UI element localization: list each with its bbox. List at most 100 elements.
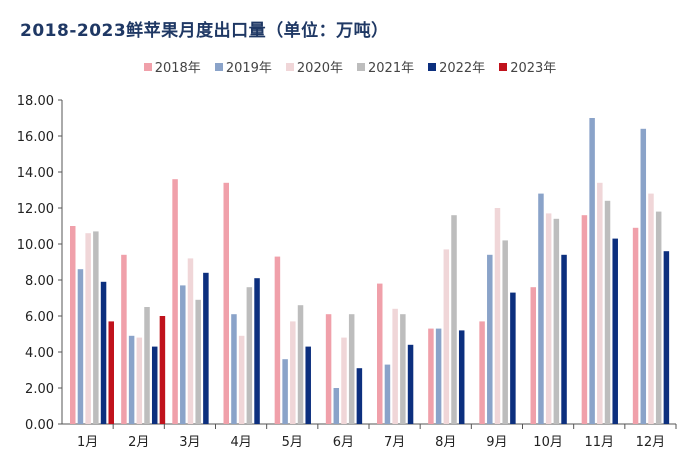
- bar: [407, 344, 414, 424]
- bar: [238, 335, 245, 424]
- bar: [172, 179, 178, 424]
- bar: [648, 193, 654, 424]
- bar: [77, 269, 84, 424]
- bar: [458, 330, 465, 424]
- y-tick-label: 6.00: [25, 310, 54, 325]
- y-tick-label: 4.00: [25, 346, 54, 361]
- legend-item: 2023年: [499, 57, 556, 76]
- bar: [597, 182, 603, 424]
- legend-item: 2018年: [143, 57, 201, 76]
- y-tick-label: 2.00: [25, 382, 54, 397]
- bar: [187, 258, 194, 424]
- bar: [151, 346, 158, 424]
- bar: [100, 281, 107, 424]
- y-tick-label: 12.00: [17, 202, 54, 217]
- y-tick-label: 8.00: [25, 274, 54, 289]
- bar: [333, 388, 340, 424]
- y-tick-label: 18.00: [17, 94, 54, 109]
- bar: [195, 299, 201, 424]
- legend-swatch: [285, 62, 294, 71]
- x-tick-label: 4月: [230, 435, 251, 450]
- bar: [435, 328, 442, 424]
- legend-swatch: [357, 62, 365, 71]
- bar: [553, 218, 560, 424]
- x-tick-label: 10月: [533, 435, 563, 450]
- bar: [538, 193, 544, 424]
- bar: [297, 305, 304, 424]
- bar: [604, 200, 611, 424]
- bar: [612, 238, 618, 424]
- bar: [348, 314, 355, 424]
- legend-label: 2023年: [510, 61, 557, 76]
- bar: [223, 182, 229, 424]
- bar: [159, 316, 166, 424]
- bar: [443, 249, 450, 424]
- bar: [545, 213, 552, 424]
- bar: [479, 321, 485, 424]
- x-tick-label: 8月: [435, 435, 456, 450]
- legend-item: 2020年: [285, 57, 343, 76]
- bar: [108, 321, 114, 424]
- chart-title: 2018-2023鲜苹果月度出口量（单位：万吨）: [20, 21, 389, 41]
- bar: [180, 285, 186, 424]
- bar: [356, 368, 363, 424]
- bar: [451, 215, 457, 424]
- bar: [144, 307, 150, 424]
- bar: [246, 287, 253, 424]
- bar: [254, 278, 260, 424]
- legend-label: 2020年: [296, 61, 343, 76]
- bar: [384, 364, 391, 424]
- bar: [392, 308, 398, 424]
- bar: [530, 287, 536, 424]
- x-tick-label: 9月: [486, 435, 507, 450]
- legend-swatch: [214, 62, 223, 71]
- y-tick-label: 10.00: [17, 238, 54, 253]
- bar: [290, 321, 296, 424]
- legend-swatch: [499, 62, 508, 71]
- legend-item: 2019年: [214, 57, 272, 76]
- chart-legend: 2018年 2019年 2020年 2021年 2022年 2023年: [0, 57, 700, 76]
- legend-item: 2021年: [357, 57, 414, 76]
- bar: [231, 314, 237, 424]
- bar: [510, 292, 516, 424]
- bar: [136, 337, 143, 424]
- legend-swatch: [143, 62, 152, 71]
- x-tick-label: 11月: [584, 435, 614, 450]
- bar: [663, 251, 670, 424]
- bar: [589, 118, 595, 424]
- bar: [70, 226, 76, 424]
- x-tick-label: 7月: [384, 435, 405, 450]
- bar: [128, 335, 135, 424]
- bar: [121, 254, 127, 424]
- x-tick-label: 1月: [77, 435, 98, 450]
- bar: [640, 128, 647, 425]
- bar: [274, 256, 281, 424]
- x-tick-label: 12月: [636, 435, 666, 450]
- x-tick-label: 6月: [333, 435, 354, 450]
- x-tick-label: 2月: [128, 435, 149, 450]
- bar: [85, 233, 91, 424]
- bar: [400, 314, 406, 424]
- bar: [282, 359, 288, 424]
- bar: [305, 346, 311, 424]
- y-tick-label: 14.00: [17, 166, 54, 181]
- legend-item: 2022年: [428, 57, 485, 76]
- bar: [581, 215, 588, 424]
- legend-label: 2022年: [439, 61, 486, 76]
- bar: [203, 272, 209, 424]
- legend-label: 2021年: [368, 61, 415, 76]
- legend-label: 2018年: [154, 61, 201, 76]
- bar: [341, 337, 347, 424]
- bar: [494, 208, 501, 424]
- bar: [428, 328, 434, 424]
- bar: [93, 231, 99, 424]
- bar: [325, 314, 332, 424]
- bar: [561, 254, 567, 424]
- x-tick-label: 5月: [282, 435, 303, 450]
- y-tick-label: 0.00: [25, 418, 54, 433]
- x-tick-label: 3月: [179, 435, 200, 450]
- bar: [655, 211, 662, 424]
- bar: [502, 240, 508, 424]
- bar: [487, 254, 493, 424]
